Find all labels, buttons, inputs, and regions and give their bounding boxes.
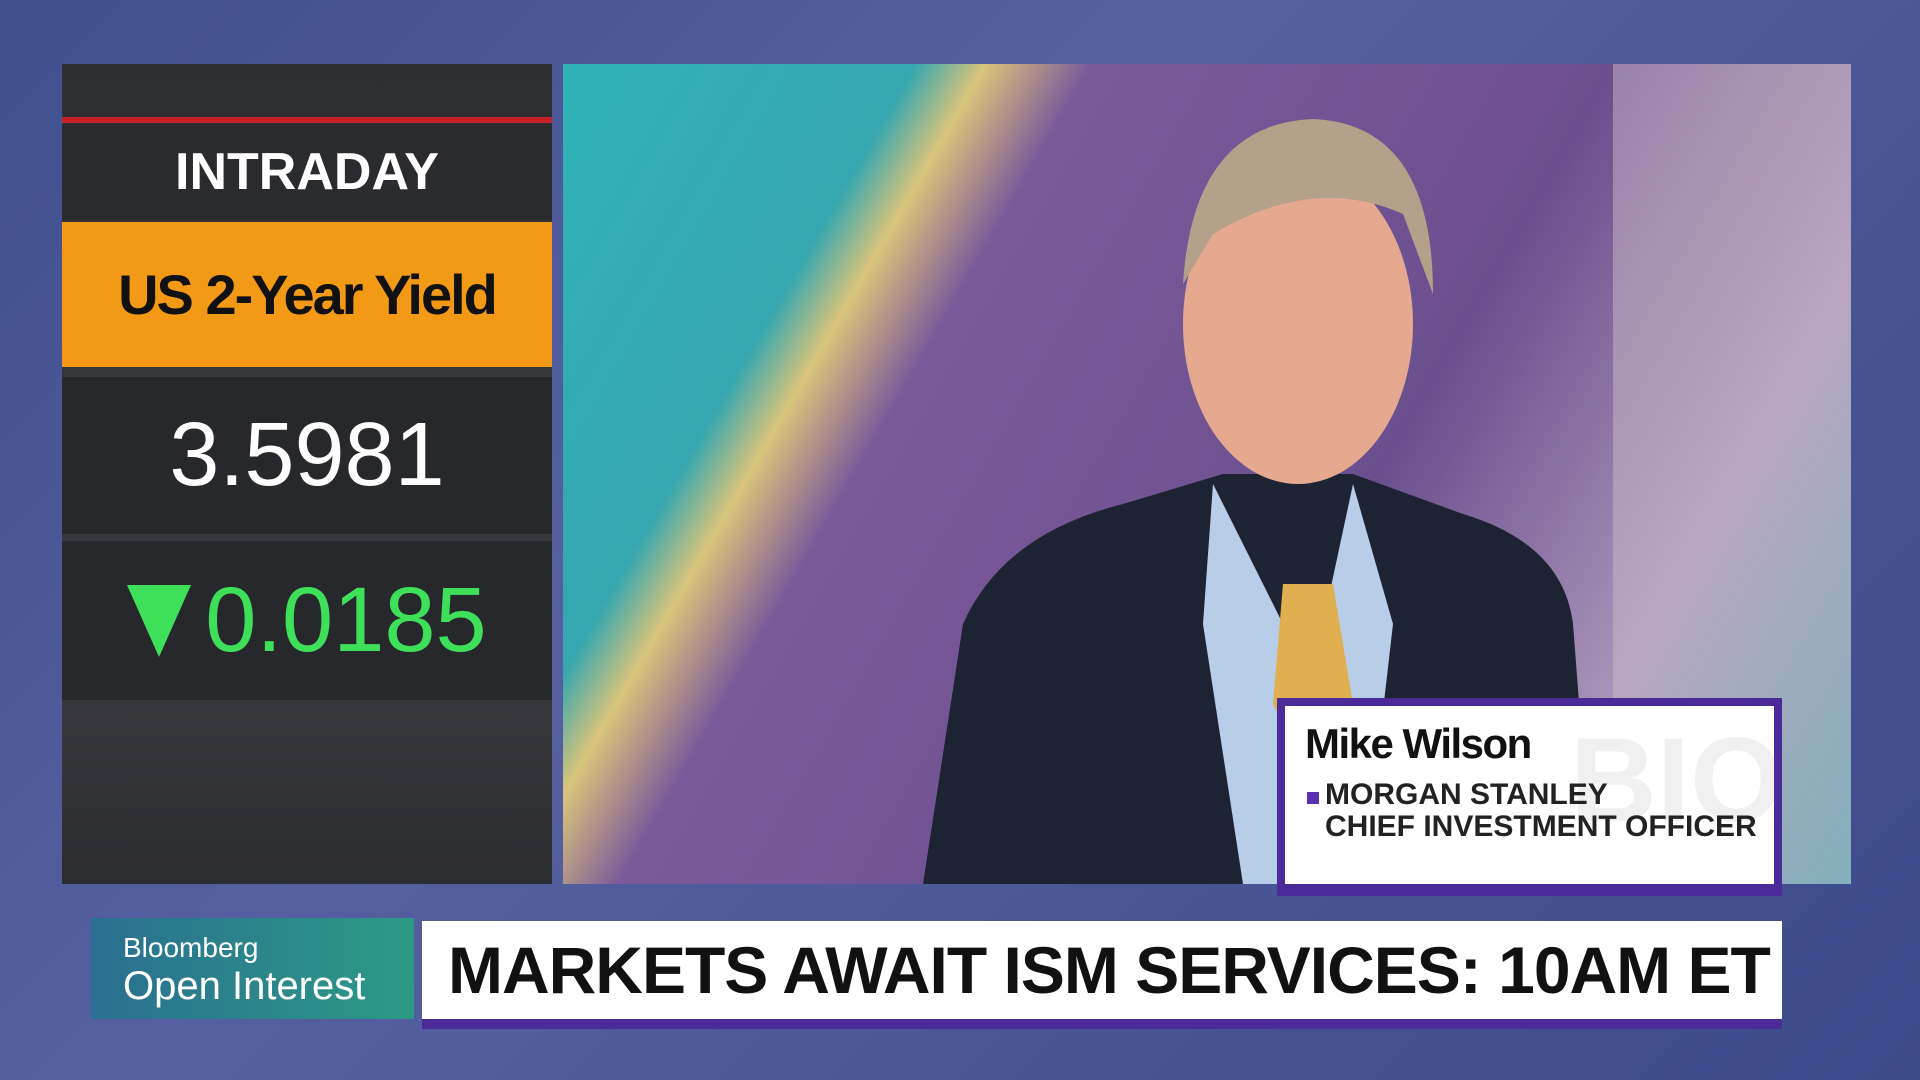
guest-role: CHIEF INVESTMENT OFFICER — [1325, 810, 1757, 843]
ticker-panel: INTRADAY US 2-Year Yield 3.5981 0.0185 — [62, 64, 552, 884]
instrument-change: 0.0185 — [205, 569, 487, 671]
brand-name: Bloomberg — [123, 932, 259, 963]
bio-watermark: BIO — [1570, 713, 1774, 847]
instrument-name: US 2-Year Yield — [62, 222, 552, 367]
show-logo: Bloomberg Open Interest — [91, 918, 414, 1019]
change-row: 0.0185 — [62, 541, 552, 700]
down-arrow — [127, 584, 192, 657]
headline: MARKETS AWAIT ISM SERVICES: 10AM ET — [422, 921, 1782, 1029]
guest-organization: MORGAN STANLEY — [1325, 778, 1608, 811]
video-feed — [563, 64, 1851, 884]
lower-third: BIO Mike Wilson MORGAN STANLEY CHIEF INV… — [1277, 698, 1782, 896]
show-title: Open Interest — [123, 964, 366, 1008]
bullet — [1307, 792, 1319, 804]
instrument-value: 3.5981 — [62, 377, 552, 534]
guest-name: Mike Wilson — [1305, 720, 1532, 767]
ticker-label: INTRADAY — [62, 124, 552, 220]
guest-figure — [923, 64, 1851, 884]
lower-third-body: BIO Mike Wilson MORGAN STANLEY CHIEF INV… — [1285, 706, 1774, 884]
accent-line — [62, 117, 552, 123]
